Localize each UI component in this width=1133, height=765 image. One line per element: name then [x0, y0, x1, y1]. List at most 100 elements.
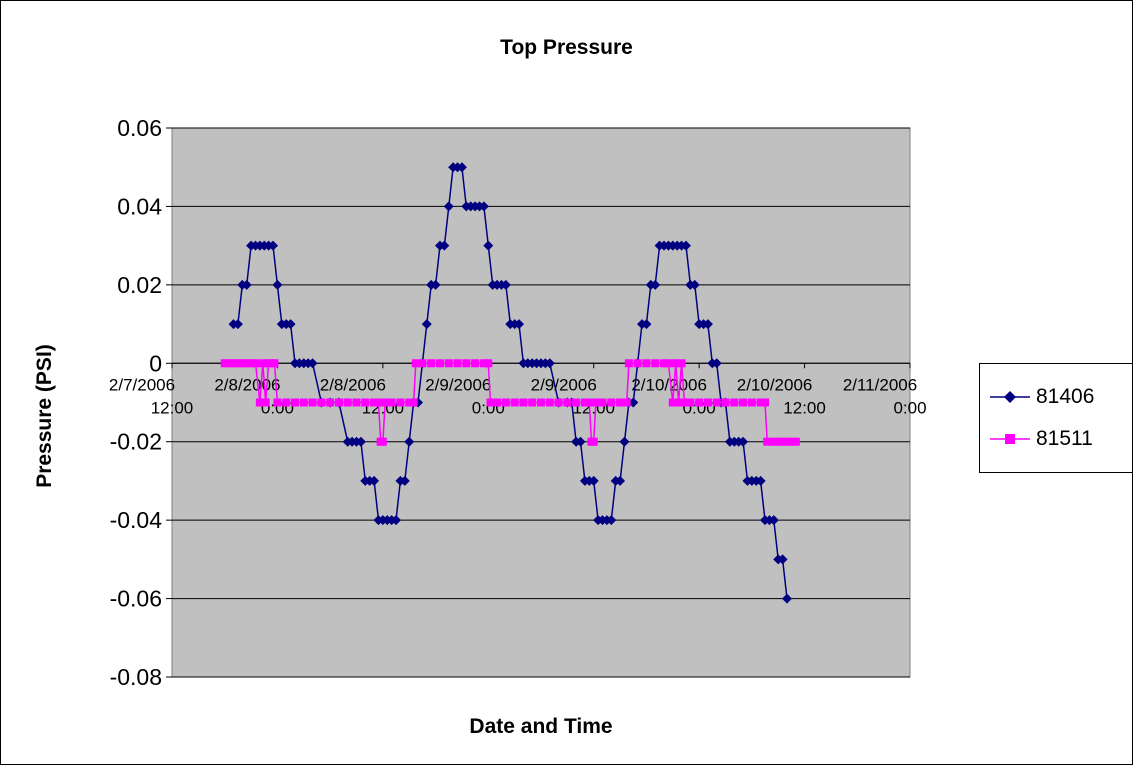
- y-tick-label: -0.08: [110, 664, 162, 690]
- point-81511: [739, 398, 748, 407]
- point-81406: [768, 515, 779, 526]
- point-81511: [299, 398, 308, 407]
- x-tick-label-date: 2/8/2006: [214, 375, 280, 394]
- point-81511: [418, 359, 427, 368]
- chart-title: Top Pressure: [500, 36, 633, 59]
- point-81511: [778, 437, 787, 446]
- point-81511: [563, 398, 572, 407]
- point-81511: [435, 359, 444, 368]
- point-81511: [352, 398, 361, 407]
- point-81406: [702, 319, 713, 330]
- x-tick-label-date: 2/10/2006: [631, 375, 707, 394]
- point-81511: [308, 398, 317, 407]
- point-81511: [233, 359, 242, 368]
- point-81511: [510, 398, 519, 407]
- y-axis-title: Pressure (PSI): [33, 344, 56, 488]
- y-tick-labels: 0.06 0.04 0.02 0 -0.02 -0.04 -0.06 -0.08: [110, 115, 172, 690]
- x-tick-label-date: 2/11/2006: [843, 375, 917, 394]
- point-81511: [651, 359, 660, 368]
- point-81511: [273, 398, 282, 407]
- y-tick-label: -0.02: [110, 429, 162, 455]
- point-81406: [628, 397, 639, 408]
- point-81511: [247, 359, 256, 368]
- y-tick-label: 0.06: [117, 115, 162, 141]
- point-81511: [761, 398, 770, 407]
- point-81511: [756, 398, 765, 407]
- point-81511: [598, 398, 607, 407]
- point-81511: [378, 437, 387, 446]
- point-81511: [471, 359, 480, 368]
- point-81511: [387, 398, 396, 407]
- point-81511: [703, 398, 712, 407]
- point-81511: [242, 359, 251, 368]
- point-81511: [361, 398, 370, 407]
- legend: 81406 81511: [979, 363, 1133, 473]
- y-tick-label: 0: [149, 350, 162, 376]
- point-81406: [575, 436, 586, 447]
- point-81511: [580, 398, 589, 407]
- point-81406: [272, 279, 283, 290]
- y-tick-label: -0.04: [110, 507, 163, 533]
- point-81406: [232, 319, 243, 330]
- point-81511: [251, 359, 260, 368]
- y-tick-label: -0.06: [110, 586, 162, 612]
- point-81511: [572, 398, 581, 407]
- legend-swatch-81406: [990, 391, 1030, 403]
- point-81511: [589, 437, 598, 446]
- x-tick-label-date: 2/10/2006: [737, 375, 813, 394]
- point-81511: [411, 359, 420, 368]
- point-81511: [721, 398, 730, 407]
- point-81406: [391, 515, 402, 526]
- point-81406: [399, 475, 410, 486]
- point-81406: [689, 279, 700, 290]
- point-81511: [462, 359, 471, 368]
- point-81511: [712, 398, 721, 407]
- point-81511: [633, 359, 642, 368]
- x-tick-label-date: 2/7/2006: [109, 375, 175, 394]
- point-81511: [686, 398, 695, 407]
- point-81406: [355, 436, 366, 447]
- x-tick-label-date: 2/8/2006: [320, 375, 386, 394]
- point-81511: [677, 359, 686, 368]
- point-81406: [268, 240, 279, 251]
- point-81511: [396, 398, 405, 407]
- point-81511: [238, 359, 247, 368]
- y-tick-label: 0.04: [117, 193, 162, 219]
- point-81406: [514, 319, 525, 330]
- legend-entry-81511: 81511: [990, 424, 1093, 454]
- point-81406: [544, 358, 555, 369]
- point-81511: [747, 398, 756, 407]
- point-81406: [483, 240, 494, 251]
- point-81406: [241, 279, 252, 290]
- point-81406: [606, 515, 617, 526]
- point-81511: [730, 398, 739, 407]
- point-81406: [619, 436, 630, 447]
- point-81406: [650, 279, 661, 290]
- point-81511: [409, 398, 418, 407]
- point-81511: [787, 437, 796, 446]
- point-81406: [782, 593, 792, 604]
- series-layer: [220, 162, 800, 604]
- point-81406: [307, 358, 318, 369]
- x-tick-label-time: 0:00: [893, 398, 926, 417]
- x-tick-label-time: 12:00: [783, 398, 826, 417]
- point-81511: [453, 359, 462, 368]
- point-81511: [291, 398, 299, 407]
- point-81511: [674, 398, 683, 407]
- point-81406: [777, 554, 788, 565]
- point-81511: [668, 398, 677, 407]
- x-tick-label-date: 2/9/2006: [425, 375, 491, 394]
- point-81406: [285, 319, 296, 330]
- point-81406: [500, 279, 511, 290]
- point-81511: [591, 398, 600, 407]
- point-81511: [616, 398, 625, 407]
- point-81406: [456, 162, 467, 173]
- point-81406: [755, 475, 766, 486]
- point-81511: [486, 398, 495, 407]
- point-81511: [519, 398, 528, 407]
- point-81511: [671, 359, 680, 368]
- point-81511: [664, 359, 673, 368]
- point-81511: [501, 398, 510, 407]
- point-81511: [220, 359, 229, 368]
